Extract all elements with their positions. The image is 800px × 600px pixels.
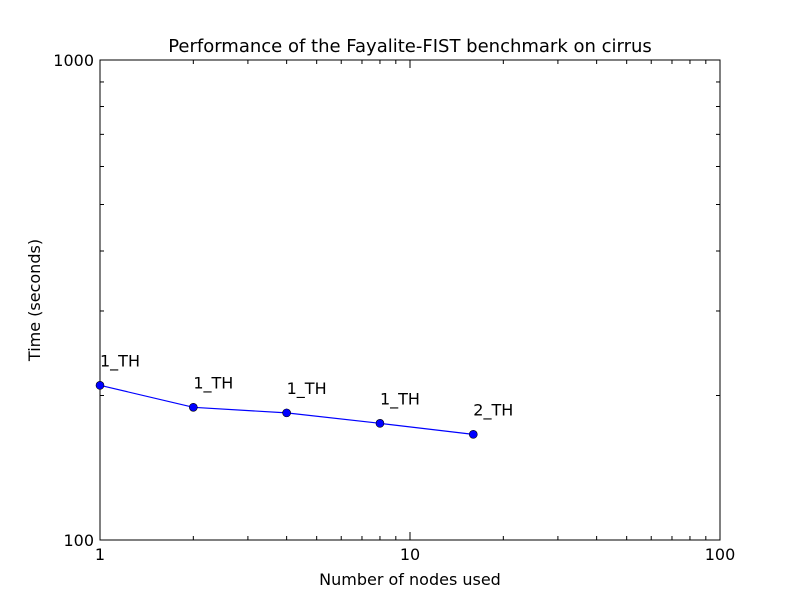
axis-ticks: 1 10 100 100 1000	[53, 51, 735, 564]
x-tick-label: 100	[705, 545, 736, 564]
data-point-label: 1_TH	[380, 389, 420, 409]
y-tick-label: 100	[63, 531, 94, 550]
x-tick-label: 1	[95, 545, 105, 564]
data-point	[375, 419, 385, 428]
data-point	[282, 408, 291, 418]
series-layer: 1_TH 1_TH 1_TH 1_TH 2_TH	[95, 351, 513, 439]
x-axis-label: Number of nodes used	[319, 570, 501, 589]
data-point-label: 2_TH	[473, 400, 513, 420]
y-axis-label: Time (seconds)	[25, 239, 44, 362]
data-point-label: 1_TH	[193, 373, 233, 393]
plot-frame	[99, 59, 721, 541]
chart-title: Performance of the Fayalite-FIST benchma…	[168, 36, 652, 57]
axes	[99, 59, 721, 541]
data-point	[468, 430, 478, 439]
data-point-label: 1_TH	[287, 379, 327, 399]
data-point-label: 1_TH	[100, 351, 140, 371]
data-point	[95, 381, 105, 390]
x-tick-label: 10	[400, 545, 420, 564]
y-tick-label: 1000	[53, 51, 94, 70]
data-point	[189, 402, 198, 412]
